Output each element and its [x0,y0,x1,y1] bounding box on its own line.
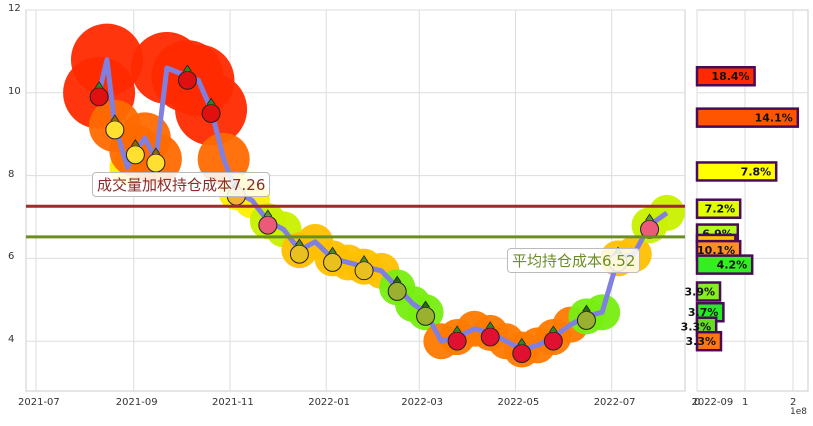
x-tick: 2021-11 [212,397,254,408]
distribution-bar: 7.2% [695,198,742,219]
avg-cost-label: 平均持仓成本6.52 [507,248,641,273]
x-tick: 2022-03 [401,397,444,408]
fruit-icon [640,213,660,239]
side-scale-label: 1e8 [790,407,807,417]
fruit-icon [323,246,343,272]
fruit-icon [177,64,197,90]
side-x-tick: 2 [790,397,797,408]
distribution-bars: 18.4%14.1%7.8%7.2%6.9%7.9%10.1%4.2%3.9%3… [681,65,800,352]
fruit-icon [258,209,278,235]
y-tick: 6 [8,251,15,263]
fruit-icon [416,300,436,326]
svg-text:10.1%: 10.1% [697,244,735,257]
x-tick: 2022-07 [593,397,636,408]
x-tick: 2021-09 [115,397,158,408]
svg-text:4.2%: 4.2% [717,259,748,272]
distribution-bar: 4.2% [695,254,754,275]
fruit-icon [125,139,145,165]
distribution-bar: 3.3% [685,330,723,352]
fruit-icon [512,337,532,363]
fruit-icon [289,238,309,264]
distribution-bar: 18.4% [695,65,756,87]
fruit-icon [354,254,374,281]
x-tick: 2022-05 [497,397,540,408]
svg-text:7.2%: 7.2% [705,203,736,216]
distribution-bar: 3.9% [685,281,722,302]
side-x-tick: 1 [742,397,749,408]
fruit-icon [105,114,125,140]
x-tick: 2022-01 [308,397,350,408]
fruit-icon [480,321,500,347]
svg-text:3.9%: 3.9% [685,286,716,299]
vwap-cost-label: 成交量加权持仓成本7.26 [92,172,271,197]
svg-text:3.7%: 3.7% [688,306,719,319]
grid-lines [26,9,710,391]
y-tick: 8 [8,168,15,180]
x-tick: 2022-09 [691,397,734,408]
y-tick: 12 [8,3,21,14]
svg-text:7.8%: 7.8% [741,165,772,178]
svg-text:18.4%: 18.4% [711,70,749,83]
distribution-bar: 14.1% [695,107,800,128]
side-x-tick: 0 [694,397,701,408]
svg-text:14.1%: 14.1% [755,112,793,125]
fruit-icon [89,81,109,107]
fruit-icon [387,275,407,301]
x-tick: 2021-07 [18,397,60,408]
fruit-icon [201,97,221,123]
fruit-icon [543,325,563,351]
y-tick: 4 [8,334,15,346]
fruit-icon [447,325,467,351]
fruit-icon [576,304,596,330]
distribution-bar: 7.8% [695,161,778,182]
price-line [96,57,669,352]
svg-text:3.3%: 3.3% [681,321,712,334]
y-tick: 10 [8,85,21,97]
svg-text:3.3%: 3.3% [685,335,716,348]
